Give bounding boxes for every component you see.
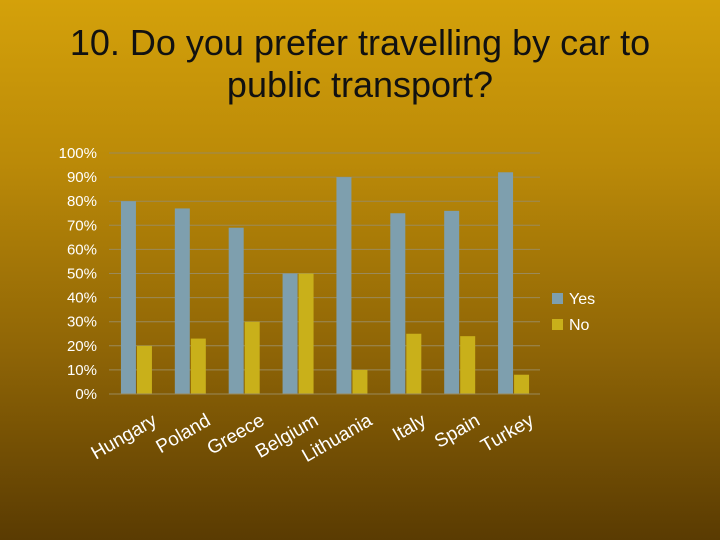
bar-yes-belgium [282,273,298,394]
bar-yes-turkey [498,172,514,394]
legend-swatch-no [552,319,563,330]
bar-no-italy [406,333,422,394]
x-category-label: Spain [431,410,484,452]
y-tick-label: 40% [67,290,97,307]
bar-yes-spain [444,210,460,394]
bar-no-belgium [298,273,314,394]
y-tick-label: 10% [67,362,97,379]
y-tick-label: 30% [67,314,97,331]
y-tick-label: 100% [59,145,97,162]
x-category-label: Turkey [477,410,538,457]
bar-no-hungary [136,345,152,394]
bar-yes-greece [228,227,244,394]
bar-no-spain [460,336,476,394]
legend-label-no: No [569,317,590,334]
legend-label-yes: Yes [569,291,595,308]
y-tick-label: 50% [67,266,97,283]
x-category-label: Italy [389,410,430,446]
bar-yes-hungary [120,201,136,394]
y-tick-label: 20% [67,338,97,355]
bar-yes-poland [174,208,190,394]
bar-no-lithuania [352,369,368,394]
bar-no-greece [244,321,260,394]
y-tick-label: 0% [75,386,97,403]
bar-yes-italy [390,213,406,394]
slide-title: 10. Do you prefer travelling by car to p… [0,22,720,106]
bar-no-turkey [514,374,530,394]
legend-swatch-yes [552,293,563,304]
title-line-2: public transport? [226,64,494,105]
y-tick-label: 60% [67,241,97,258]
title-line-1: 10. Do you prefer travelling by car to [69,22,651,63]
y-tick-label: 70% [67,217,97,234]
y-tick-label: 80% [67,193,97,210]
bar-yes-lithuania [336,177,352,394]
y-tick-label: 90% [67,169,97,186]
x-category-label: Poland [153,410,215,458]
bar-no-poland [190,338,206,394]
x-category-label: Hungary [88,410,161,464]
